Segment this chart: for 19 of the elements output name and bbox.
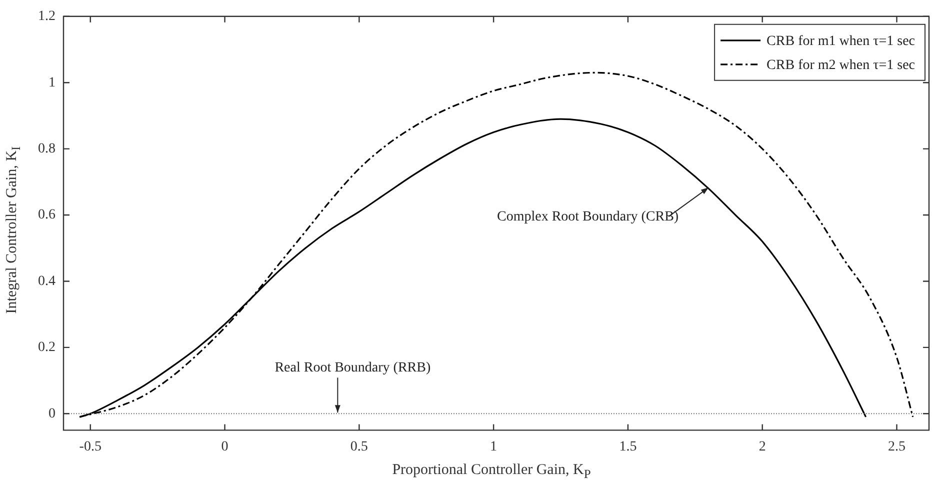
y-tick-label: 1 <box>48 75 56 90</box>
x-tick-label: 0 <box>221 439 228 454</box>
y-tick-label: 0.6 <box>38 208 56 223</box>
x-tick-label: 1 <box>490 439 498 454</box>
legend-label: CRB for m2 when τ=1 sec <box>766 58 916 74</box>
x-tick-label: 2.5 <box>888 439 906 454</box>
annotation: Real Root Boundary (RRB) <box>274 360 431 376</box>
x-tick-label: 2 <box>758 439 766 454</box>
y-tick-label: 0 <box>48 406 56 422</box>
x-axis-title: Proportional Controller Gain, K$_{P}$ <box>391 462 592 482</box>
x-tick-label: -0.5 <box>79 439 102 454</box>
legend-label: CRB for m1 when τ=1 sec <box>766 34 916 50</box>
y-tick-label: 0.8 <box>38 141 56 156</box>
y-tick-label: 1.2 <box>38 9 56 24</box>
x-tick-label: 0.5 <box>350 439 368 454</box>
y-tick-label: 0.4 <box>38 274 56 289</box>
annotation: Complex Root Boundary (CRB) <box>496 210 679 225</box>
x-tick-label: 1.5 <box>619 439 637 454</box>
y-tick-label: 0.2 <box>38 340 56 356</box>
